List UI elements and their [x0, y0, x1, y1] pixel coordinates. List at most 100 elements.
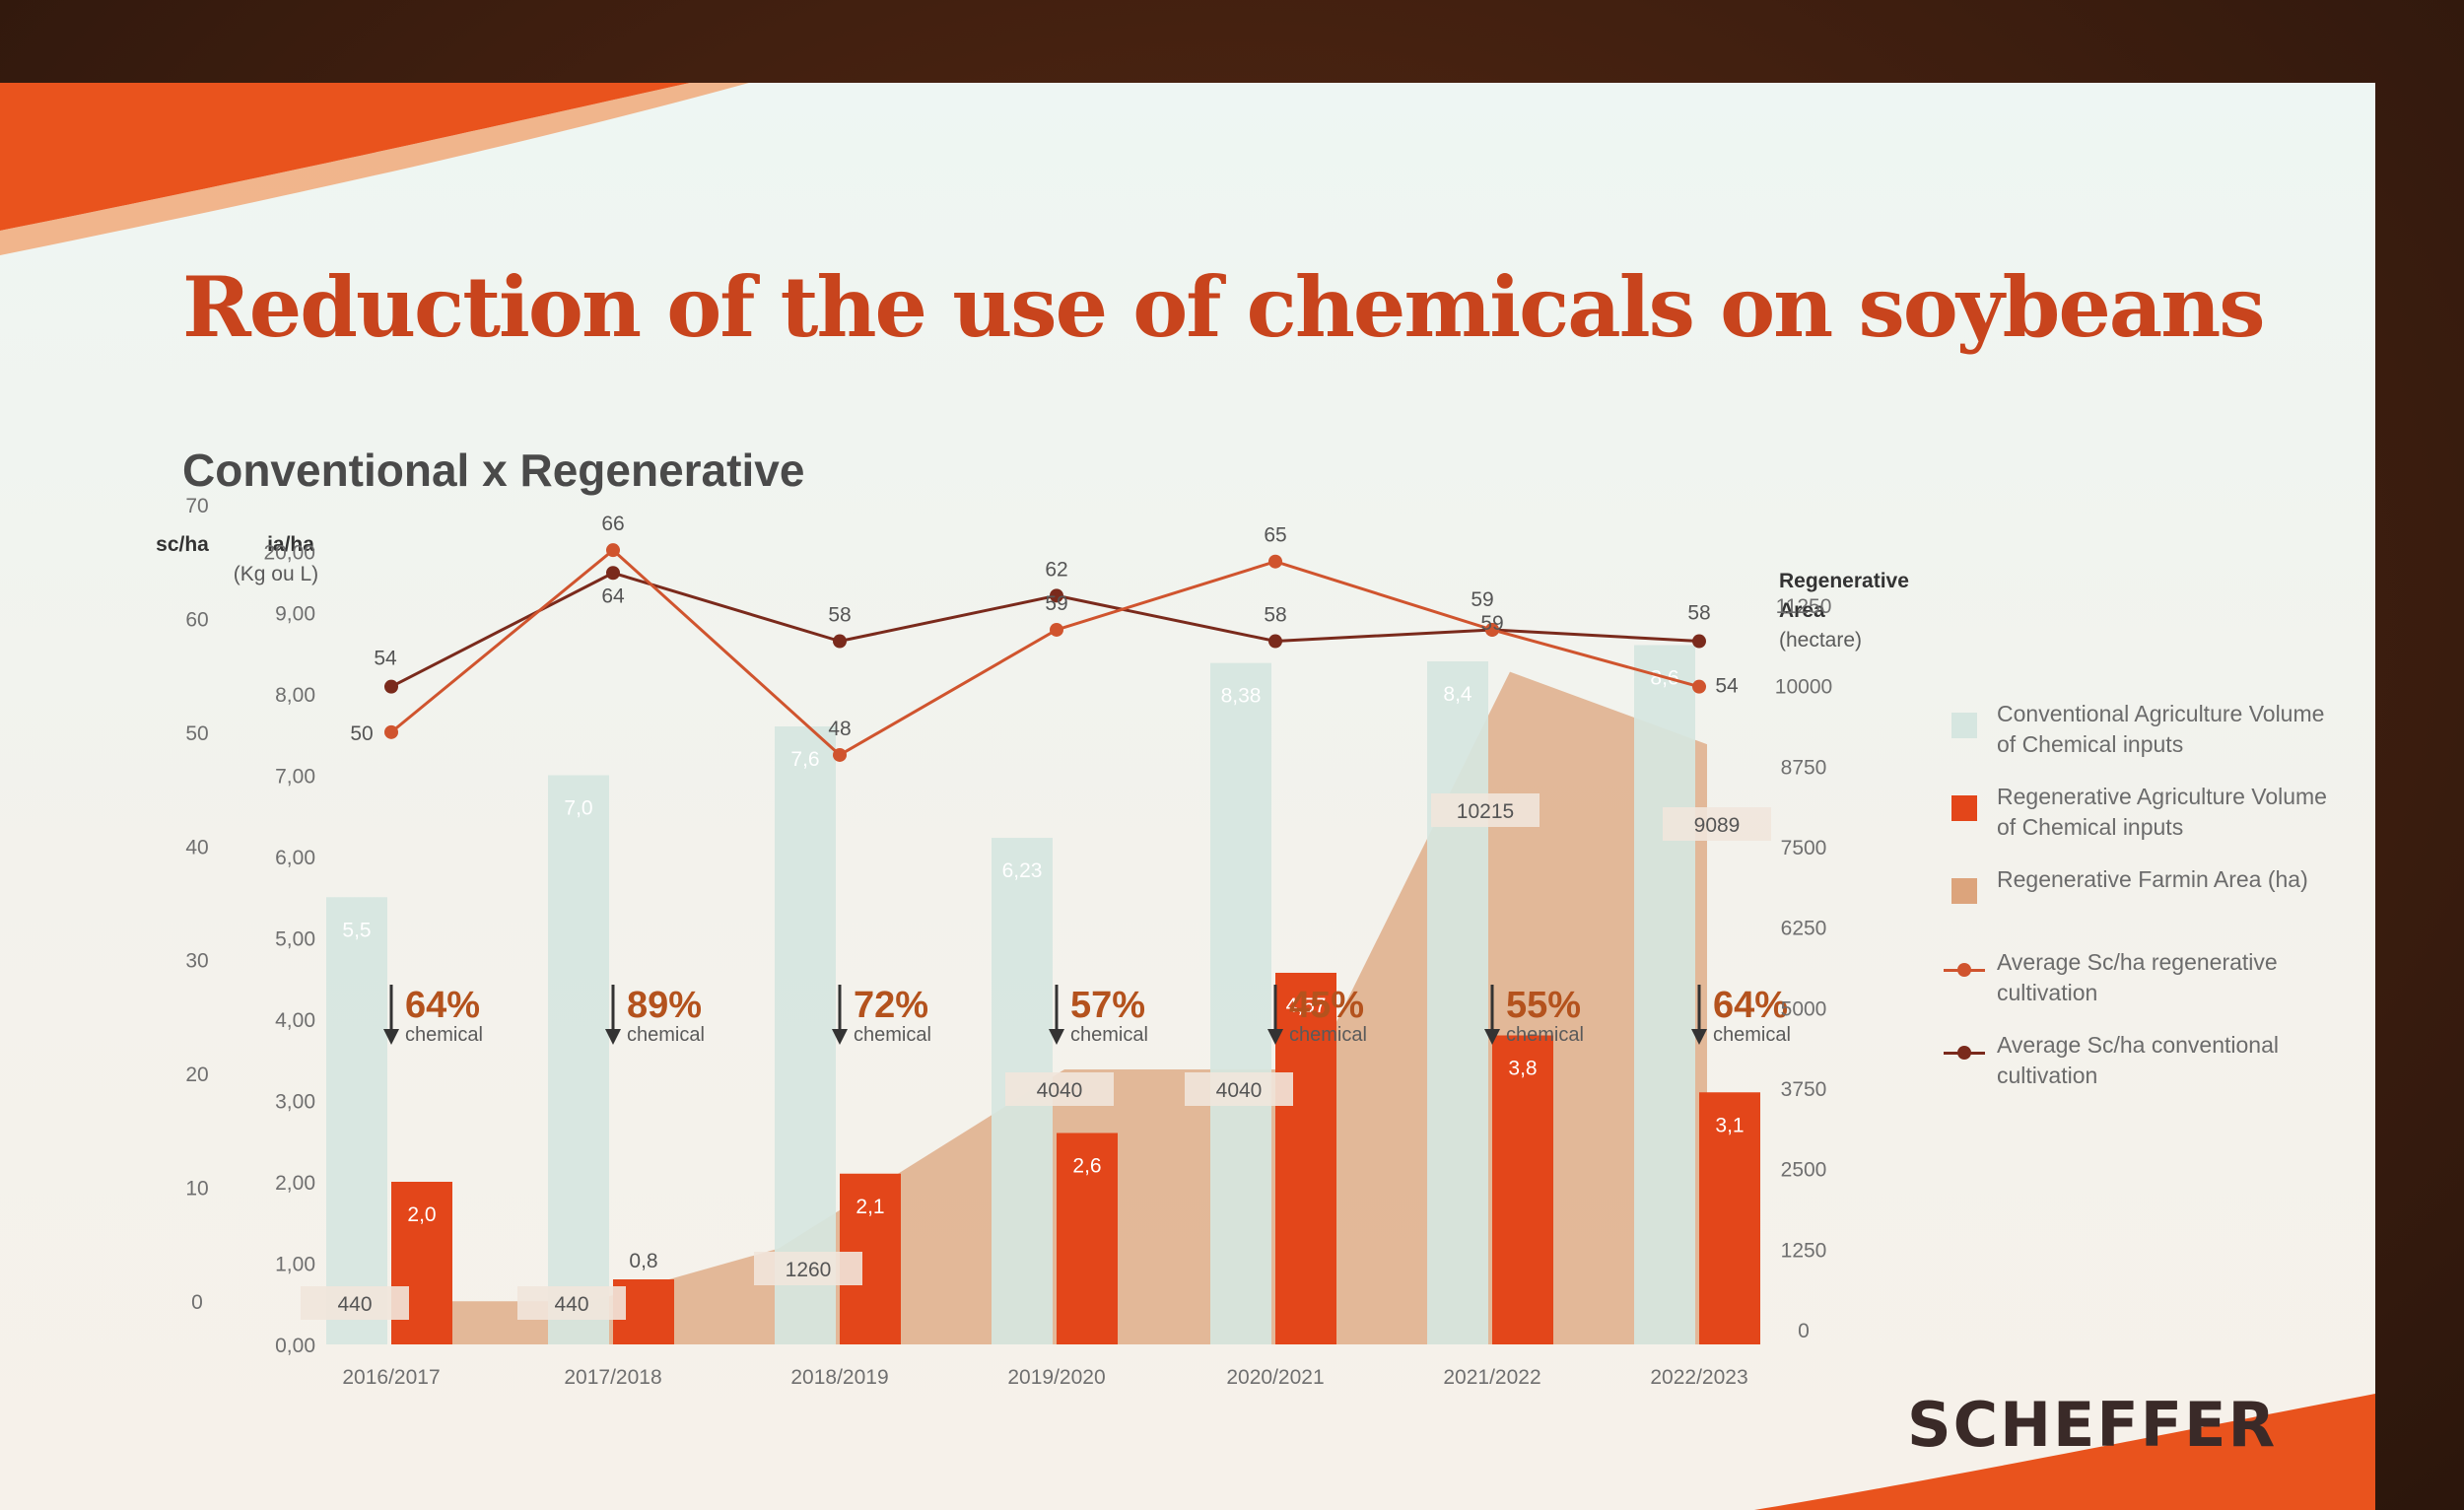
- ia-axis-tick: 3,00: [275, 1091, 315, 1114]
- reduction-arrow-head: [1267, 1029, 1283, 1045]
- reduction-arrow-head: [1049, 1029, 1064, 1045]
- area-value-label: 1260: [786, 1259, 832, 1281]
- regenerative-bar-label: 0,8: [629, 1250, 657, 1272]
- regenerative-bar-label: 2,1: [856, 1196, 884, 1218]
- area-axis-label: (hectare): [1779, 629, 1862, 652]
- legend-label: Average Sc/ha regenerative cultivation: [1997, 949, 2278, 1005]
- category-label: 2018/2019: [790, 1366, 888, 1389]
- sc-axis-tick: 30: [185, 950, 208, 973]
- ia-axis-tick: 20,00: [263, 542, 315, 565]
- area-label-box: [1431, 793, 1540, 827]
- regenerative-yield-point: [1268, 554, 1282, 569]
- slide-decoration: [0, 83, 2375, 1510]
- sc-axis-tick: 40: [185, 836, 208, 858]
- reduction-sublabel: chemical: [1070, 1024, 1148, 1046]
- ia-axis-tick: 4,00: [275, 1009, 315, 1032]
- regenerative-yield-point: [833, 747, 847, 762]
- area-label-box: [1185, 1072, 1293, 1106]
- conventional-yield-point-label: 59: [1471, 588, 1493, 611]
- conventional-yield-point-label: 54: [374, 648, 397, 670]
- conventional-yield-point-label: 62: [1045, 558, 1067, 581]
- area-label-box: [301, 1286, 409, 1320]
- area-axis-tick: 1250: [1781, 1239, 1827, 1262]
- area-axis-tick: 0: [1798, 1320, 1810, 1342]
- reduction-sublabel: chemical: [405, 1024, 483, 1046]
- area-axis-label: Regenerative: [1779, 570, 1909, 592]
- reduction-sublabel: chemical: [1713, 1024, 1791, 1046]
- conventional-yield-point: [606, 566, 620, 581]
- area-axis-tick: 11250: [1776, 595, 1832, 618]
- conventional-bar-label: 7,0: [564, 797, 592, 820]
- regenerative-bar-label: 3,1: [1715, 1114, 1744, 1136]
- conventional-yield-point-label: 58: [1264, 604, 1286, 627]
- conventional-yield-point: [1692, 634, 1706, 649]
- reduction-percent: 64%: [1713, 985, 1788, 1026]
- reduction-sublabel: chemical: [627, 1024, 705, 1046]
- area-label-box: [517, 1286, 626, 1320]
- reduction-percent: 89%: [627, 985, 702, 1026]
- legend-dot-regen: [1957, 963, 1971, 977]
- conventional-bar: [548, 775, 609, 1344]
- reduction-arrow-head: [605, 1029, 621, 1045]
- regenerative-area-shape: [409, 671, 1707, 1344]
- legend-item-regenerative-bar: Regenerative Agriculture Volume of Chemi…: [1951, 782, 2346, 864]
- regenerative-yield-point-label: 66: [601, 513, 624, 535]
- conventional-yield-point: [1050, 588, 1063, 603]
- top-left-wave-light: [0, 83, 749, 255]
- area-axis-tick: 10000: [1775, 676, 1832, 699]
- legend-item-conventional-bar: Conventional Agriculture Volume of Chemi…: [1951, 699, 2346, 782]
- combo-chart: 5,57,07,66,238,38 8,48,62,00,82,12,64,573…: [156, 495, 1909, 1389]
- reduction-percent: 72%: [854, 985, 928, 1026]
- ia-axis-unit-sub: (Kg ou L): [234, 563, 318, 585]
- area-axis-tick: 8750: [1781, 756, 1827, 779]
- sc-axis-tick: 0: [191, 1291, 203, 1314]
- ia-axis-tick: 6,00: [275, 847, 315, 869]
- legend-swatch-regenerative: [1951, 795, 1977, 821]
- reduction-percent: 57%: [1070, 985, 1145, 1026]
- category-label: 2021/2022: [1443, 1366, 1540, 1389]
- regenerative-yield-point-label: 65: [1264, 524, 1286, 547]
- area-label-box: [1663, 807, 1771, 841]
- reduction-percent: 45%: [1289, 985, 1364, 1026]
- legend-label: Regenerative Farmin Area (ha): [1997, 866, 2308, 892]
- conventional-bar: [1427, 661, 1488, 1344]
- category-label: 2016/2017: [342, 1366, 440, 1389]
- scheffer-logo: SCHEFFER: [1907, 1389, 2278, 1461]
- regenerative-bar-label: 2,0: [407, 1203, 436, 1226]
- regenerative-yield-point-label: 48: [828, 718, 851, 740]
- reduction-arrow-head: [383, 1029, 399, 1045]
- category-label: 2022/2023: [1650, 1366, 1747, 1389]
- regenerative-bar: [1699, 1092, 1760, 1344]
- area-value-label: 440: [337, 1293, 372, 1316]
- legend-dot-conv: [1957, 1046, 1971, 1060]
- conventional-yield-point-label: 58: [828, 604, 851, 627]
- reduction-arrow-head: [1691, 1029, 1707, 1045]
- conventional-yield-point: [384, 679, 398, 694]
- chart-legend: Conventional Agriculture Volume of Chemi…: [1944, 699, 2346, 1113]
- conventional-bar-label: 7,6: [790, 748, 819, 771]
- conventional-bar-label: 5,5: [342, 919, 371, 941]
- reduction-percent: 55%: [1506, 985, 1581, 1026]
- reduction-sublabel: chemical: [1289, 1024, 1367, 1046]
- reduction-sublabel: chemical: [854, 1024, 931, 1046]
- regenerative-bar: [1275, 972, 1336, 1344]
- regenerative-bar-label: 4,57: [1286, 995, 1327, 1017]
- area-label-box: [1005, 1072, 1114, 1106]
- conventional-bar: [326, 897, 387, 1344]
- slide-title: Reduction of the use of chemicals on soy…: [182, 258, 2266, 356]
- conventional-bar: [1634, 645, 1695, 1344]
- legend-swatch-conventional: [1951, 713, 1977, 738]
- regenerative-yield-point-label: 59: [1480, 612, 1503, 635]
- area-value-label: 4040: [1216, 1079, 1263, 1102]
- reduction-arrow-head: [832, 1029, 848, 1045]
- area-axis-tick: 2500: [1781, 1159, 1827, 1182]
- category-label: 2020/2021: [1226, 1366, 1324, 1389]
- regenerative-yield-point: [1050, 622, 1063, 637]
- area-value-label: 9089: [1694, 814, 1741, 837]
- ia-axis-tick: 7,00: [275, 766, 315, 789]
- area-axis-tick: 7500: [1781, 837, 1827, 859]
- regenerative-yield-point: [1692, 679, 1706, 694]
- legend-label: Conventional Agriculture Volume of Chemi…: [1997, 701, 2325, 757]
- slide: Reduction of the use of chemicals on soy…: [0, 83, 2375, 1510]
- reduction-sublabel: chemical: [1506, 1024, 1584, 1046]
